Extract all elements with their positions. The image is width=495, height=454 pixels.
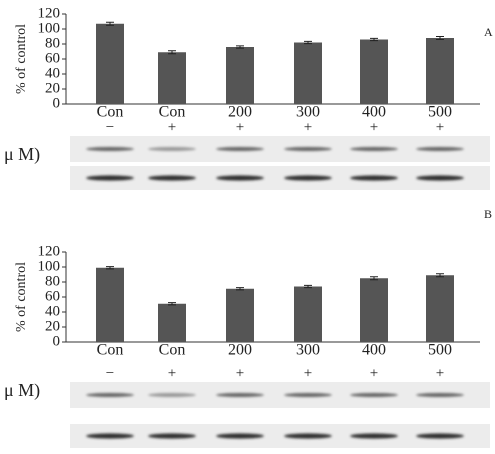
blot-band	[86, 393, 134, 397]
treatment-label: +	[236, 119, 244, 135]
row-label: μ M)	[4, 144, 40, 165]
blot-band	[216, 147, 264, 151]
bar	[426, 38, 454, 104]
panel-label: B	[484, 207, 492, 221]
blot-band	[86, 433, 134, 438]
y-tick-label: 60	[45, 50, 60, 66]
treatment-label: +	[168, 119, 176, 135]
y-tick-label: 40	[45, 65, 60, 81]
panel-label: A	[484, 25, 493, 39]
y-tick-label: 20	[45, 318, 60, 334]
y-tick-label: 120	[38, 243, 61, 259]
row-label: μ M)	[4, 380, 40, 401]
y-tick-label: 20	[45, 80, 60, 96]
blot-band	[350, 393, 398, 397]
x-tick-label: 200	[228, 104, 252, 121]
x-tick-label: 400	[362, 104, 386, 121]
x-tick-label: 300	[296, 342, 320, 359]
blot-band	[350, 147, 398, 151]
blot-band	[216, 175, 264, 180]
y-tick-label: 100	[38, 20, 61, 36]
treatment-label: −	[106, 119, 114, 135]
blot-band	[86, 147, 134, 151]
treatment-label: +	[304, 119, 312, 135]
blot-band	[416, 393, 464, 397]
x-tick-label: Con	[97, 342, 124, 359]
bar	[226, 289, 254, 342]
y-axis-label: % of control	[14, 24, 29, 94]
blot-band	[416, 433, 464, 438]
treatment-label: +	[236, 365, 244, 381]
blot-band	[148, 175, 196, 180]
y-tick-label: 80	[45, 273, 60, 289]
x-tick-label: Con	[97, 104, 124, 121]
treatment-label: +	[168, 365, 176, 381]
bar	[294, 287, 322, 343]
blot-band	[416, 175, 464, 180]
blot-band	[148, 433, 196, 438]
bar	[226, 47, 254, 104]
y-tick-label: 0	[53, 95, 61, 111]
blot-band	[284, 147, 332, 151]
treatment-label: +	[370, 365, 378, 381]
blot-band	[284, 433, 332, 438]
x-tick-label: Con	[159, 104, 186, 121]
blot-band	[148, 147, 196, 151]
y-tick-label: 120	[38, 5, 61, 21]
bar	[360, 278, 388, 342]
blot-band	[216, 393, 264, 397]
blot-band	[86, 175, 134, 180]
y-tick-label: 0	[53, 333, 61, 349]
treatment-label: −	[106, 365, 114, 381]
y-tick-label: 60	[45, 288, 60, 304]
x-tick-label: 500	[428, 342, 452, 359]
figure: 020406080100120% of controlACon−Con+200+…	[0, 0, 495, 454]
x-tick-label: 500	[428, 104, 452, 121]
blot-band	[350, 175, 398, 180]
blot-band	[148, 393, 196, 397]
y-tick-label: 100	[38, 258, 61, 274]
blot-band	[284, 393, 332, 397]
blot-band	[284, 175, 332, 180]
x-tick-label: Con	[159, 342, 186, 359]
y-tick-label: 40	[45, 303, 60, 319]
x-tick-label: 400	[362, 342, 386, 359]
x-tick-label: 200	[228, 342, 252, 359]
bar	[158, 52, 186, 104]
y-axis-label: % of control	[14, 262, 29, 332]
bar	[96, 268, 124, 342]
bar	[96, 24, 124, 104]
bar	[294, 43, 322, 105]
bar	[360, 40, 388, 105]
treatment-label: +	[370, 119, 378, 135]
bar	[158, 304, 186, 342]
blot-band	[350, 433, 398, 438]
treatment-label: +	[304, 365, 312, 381]
treatment-label: +	[436, 365, 444, 381]
y-tick-label: 80	[45, 35, 60, 51]
bar	[426, 275, 454, 342]
x-tick-label: 300	[296, 104, 320, 121]
blot-band	[416, 147, 464, 151]
treatment-label: +	[436, 119, 444, 135]
blot-band	[216, 433, 264, 438]
